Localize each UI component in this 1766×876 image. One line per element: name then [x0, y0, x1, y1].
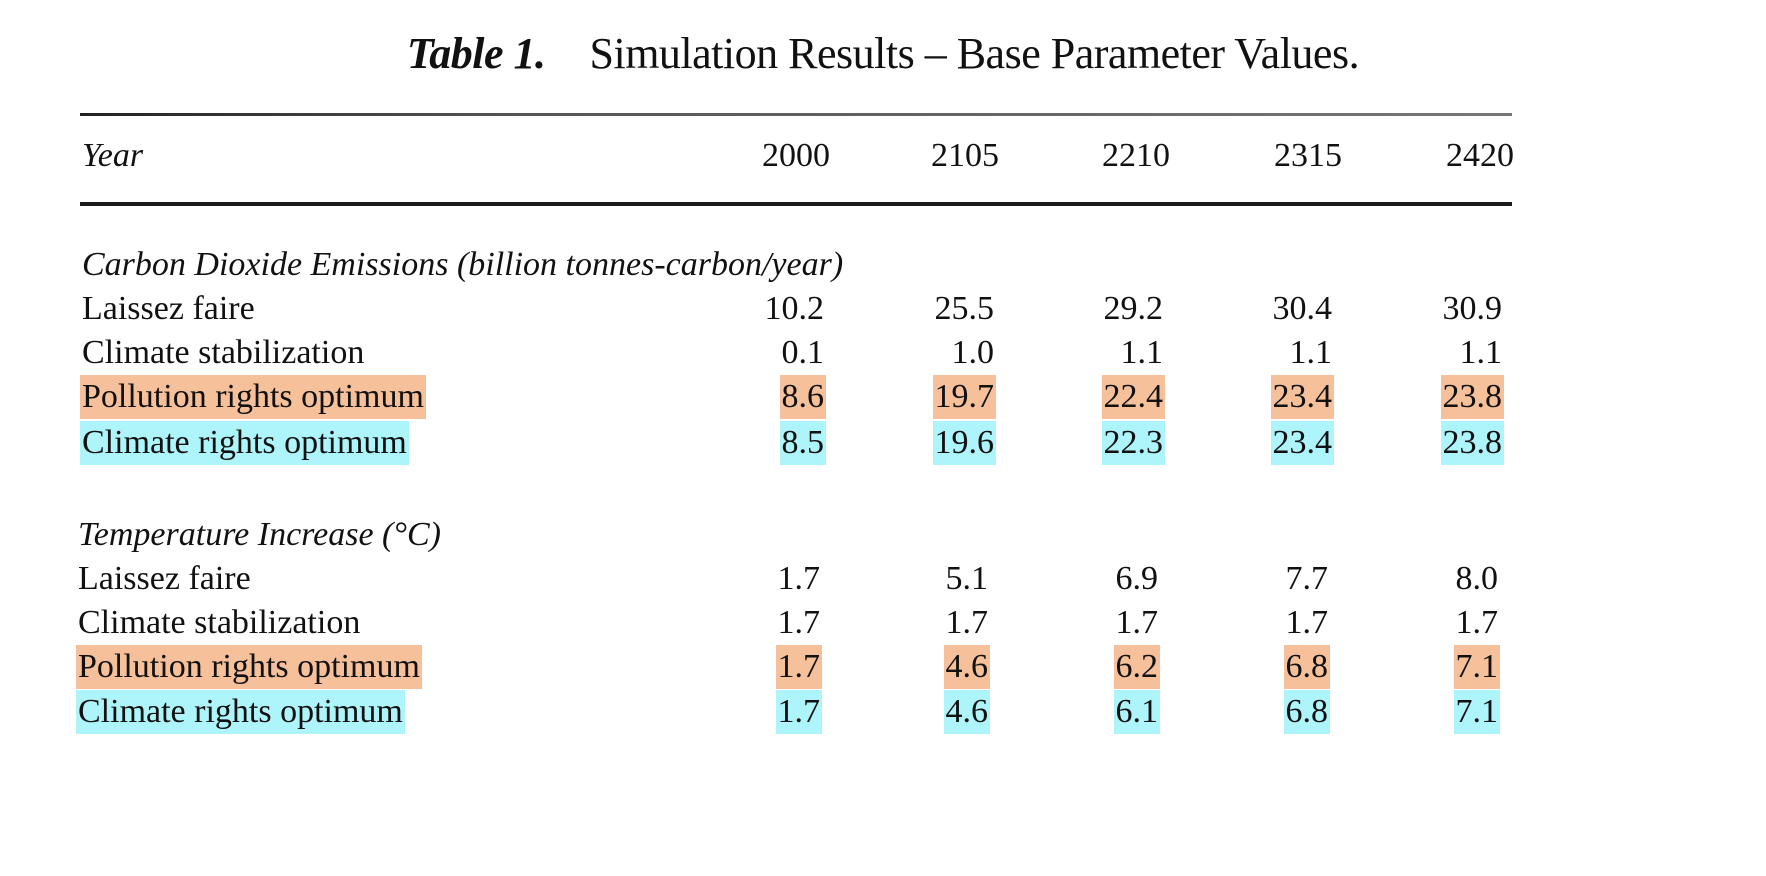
- table-row-highlighted-cyan: Climate rights optimum 8.5 19.6 22.3 23.…: [0, 421, 1766, 465]
- cell-2000: 1.7: [775, 645, 822, 689]
- cell-2315: 23.4: [1270, 375, 1334, 419]
- cell-2105: 5.1: [945, 560, 989, 597]
- row-label: Pollution rights optimum: [76, 645, 422, 689]
- cell-2420: 23.8: [1440, 421, 1504, 465]
- cell-2000: 1.7: [777, 560, 821, 597]
- header-year-2315: 2315: [1274, 137, 1342, 174]
- cell-2420: 7.1: [1453, 690, 1500, 734]
- cell-2315: 6.8: [1283, 690, 1330, 734]
- header-year-2210: 2210: [1102, 137, 1170, 174]
- cell-2315: 23.4: [1270, 421, 1334, 465]
- cell-2315: 6.8: [1283, 645, 1330, 689]
- caption-label: Table 1.: [406, 29, 546, 78]
- cell-2105: 4.6: [943, 645, 990, 689]
- cell-2210: 6.2: [1113, 645, 1160, 689]
- cell-2000: 10.2: [764, 290, 825, 327]
- header-rule: [80, 202, 1512, 206]
- cell-2105: 1.0: [951, 334, 995, 371]
- cell-2105: 19.6: [932, 421, 996, 465]
- table-row: Laissez faire 1.7 5.1 6.9 7.7 8.0: [0, 557, 1766, 601]
- table-row-highlighted-orange: Pollution rights optimum 1.7 4.6 6.2 6.8…: [0, 645, 1766, 689]
- table-row: Climate stabilization 0.1 1.0 1.1 1.1 1.…: [0, 331, 1766, 375]
- cell-2315: 30.4: [1272, 290, 1333, 327]
- cell-2105: 25.5: [934, 290, 995, 327]
- top-rule: [80, 113, 1512, 116]
- cell-2210: 22.4: [1101, 375, 1165, 419]
- cell-2210: 6.1: [1113, 690, 1160, 734]
- cell-2420: 8.0: [1455, 560, 1499, 597]
- cell-2210: 1.1: [1120, 334, 1164, 371]
- cell-2420: 1.7: [1455, 604, 1499, 641]
- cell-2105: 19.7: [932, 375, 996, 419]
- header-year-2105: 2105: [931, 137, 999, 174]
- cell-2105: 4.6: [943, 690, 990, 734]
- cell-2420: 30.9: [1442, 290, 1503, 327]
- cell-2105: 1.7: [945, 604, 989, 641]
- row-label: Climate rights optimum: [76, 690, 405, 734]
- table-row-highlighted-cyan: Climate rights optimum 1.7 4.6 6.1 6.8 7…: [0, 690, 1766, 734]
- table-row: Climate stabilization 1.7 1.7 1.7 1.7 1.…: [0, 601, 1766, 645]
- cell-2420: 7.1: [1453, 645, 1500, 689]
- cell-2000: 1.7: [777, 604, 821, 641]
- row-label: Laissez faire: [82, 290, 255, 327]
- table-row-highlighted-orange: Pollution rights optimum 8.6 19.7 22.4 2…: [0, 375, 1766, 419]
- row-label: Pollution rights optimum: [80, 375, 426, 419]
- row-label: Laissez faire: [78, 560, 251, 597]
- cell-2210: 29.2: [1103, 290, 1164, 327]
- cell-2315: 7.7: [1285, 560, 1329, 597]
- header-year-label: Year: [82, 137, 144, 174]
- header-row: Year 2000 2105 2210 2315 2420: [0, 134, 1766, 178]
- cell-2000: 0.1: [781, 334, 825, 371]
- row-label: Climate stabilization: [82, 334, 365, 371]
- cell-2000: 8.5: [779, 421, 826, 465]
- section-title-emissions: Carbon Dioxide Emissions (billion tonnes…: [82, 246, 844, 283]
- caption-title: Simulation Results – Base Parameter Valu…: [589, 29, 1360, 78]
- cell-2210: 6.9: [1115, 560, 1159, 597]
- cell-2210: 1.7: [1115, 604, 1159, 641]
- cell-2000: 8.6: [779, 375, 826, 419]
- cell-2420: 1.1: [1459, 334, 1503, 371]
- header-year-2000: 2000: [762, 137, 830, 174]
- cell-2315: 1.7: [1285, 604, 1329, 641]
- cell-2210: 22.3: [1101, 421, 1165, 465]
- cell-2420: 23.8: [1440, 375, 1504, 419]
- section-title-temperature: Temperature Increase (°C): [78, 516, 441, 553]
- table-caption: Table 1. Simulation Results – Base Parame…: [0, 26, 1766, 82]
- table-row: Laissez faire 10.2 25.5 29.2 30.4 30.9: [0, 287, 1766, 331]
- cell-2000: 1.7: [775, 690, 822, 734]
- cell-2315: 1.1: [1289, 334, 1333, 371]
- header-year-2420: 2420: [1446, 137, 1514, 174]
- row-label: Climate stabilization: [78, 604, 361, 641]
- row-label: Climate rights optimum: [80, 421, 409, 465]
